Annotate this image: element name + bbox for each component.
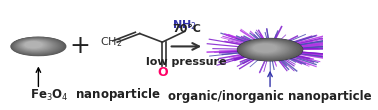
Circle shape <box>240 39 299 60</box>
Circle shape <box>252 44 279 53</box>
Circle shape <box>242 40 296 58</box>
Circle shape <box>21 41 49 50</box>
Text: organic/inorganic nanoparticle: organic/inorganic nanoparticle <box>168 90 372 103</box>
Circle shape <box>25 42 42 48</box>
Circle shape <box>238 39 302 60</box>
Circle shape <box>251 43 280 53</box>
Circle shape <box>251 43 282 54</box>
Text: O: O <box>157 66 167 79</box>
Circle shape <box>14 38 61 54</box>
Circle shape <box>247 42 287 55</box>
Circle shape <box>246 42 289 56</box>
Circle shape <box>14 38 62 54</box>
Circle shape <box>17 39 56 52</box>
Circle shape <box>16 39 57 52</box>
Circle shape <box>19 40 53 51</box>
Circle shape <box>24 42 43 48</box>
Circle shape <box>25 42 42 48</box>
Circle shape <box>22 41 48 50</box>
Circle shape <box>19 40 53 51</box>
Circle shape <box>23 41 45 49</box>
Circle shape <box>18 40 54 52</box>
Circle shape <box>245 41 290 56</box>
Circle shape <box>12 38 64 55</box>
Circle shape <box>15 39 59 53</box>
Circle shape <box>21 41 48 50</box>
Circle shape <box>13 38 62 54</box>
Circle shape <box>11 37 66 56</box>
Text: Fe$_3$O$_4$  nanoparticle: Fe$_3$O$_4$ nanoparticle <box>30 86 161 103</box>
Circle shape <box>254 44 276 52</box>
Text: low pressure: low pressure <box>146 57 227 67</box>
Text: +: + <box>70 34 91 58</box>
Circle shape <box>20 40 51 51</box>
Circle shape <box>15 39 58 53</box>
Circle shape <box>14 38 60 54</box>
Circle shape <box>24 42 44 48</box>
Circle shape <box>20 40 50 50</box>
Circle shape <box>12 38 63 55</box>
Circle shape <box>16 39 57 53</box>
Circle shape <box>248 42 286 55</box>
Text: 70℃: 70℃ <box>172 24 201 34</box>
Text: CH$_2$: CH$_2$ <box>99 35 122 49</box>
Circle shape <box>241 40 297 59</box>
Circle shape <box>244 41 293 57</box>
Circle shape <box>22 41 46 49</box>
Circle shape <box>17 39 55 52</box>
Circle shape <box>240 40 298 59</box>
Circle shape <box>253 44 278 52</box>
Circle shape <box>245 41 291 57</box>
Circle shape <box>250 43 283 54</box>
Circle shape <box>19 40 52 51</box>
Circle shape <box>23 41 46 49</box>
Circle shape <box>249 43 285 54</box>
Circle shape <box>239 39 301 60</box>
Circle shape <box>12 38 65 55</box>
Text: NH$_2$: NH$_2$ <box>172 18 197 32</box>
Circle shape <box>243 41 294 58</box>
